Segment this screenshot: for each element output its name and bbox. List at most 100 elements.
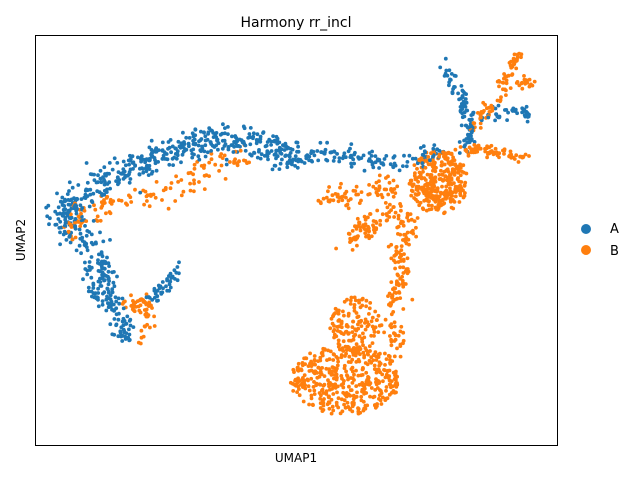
- scatter-point-b: [374, 358, 379, 362]
- scatter-point-a: [162, 157, 167, 161]
- scatter-point-b: [388, 362, 393, 366]
- scatter-point-b: [377, 323, 382, 328]
- scatter-point-b: [362, 389, 366, 394]
- scatter-point-b: [409, 193, 414, 198]
- scatter-point-a: [448, 77, 452, 82]
- scatter-point-b: [416, 179, 420, 184]
- scatter-point-a: [107, 279, 111, 283]
- scatter-point-b: [393, 210, 398, 215]
- scatter-point-a: [332, 149, 336, 154]
- scatter-point-a: [96, 173, 100, 178]
- scatter-point-b: [352, 303, 357, 307]
- scatter-point-a: [67, 180, 72, 185]
- scatter-point-a: [165, 288, 170, 293]
- scatter-point-b: [356, 411, 361, 416]
- scatter-point-b: [367, 192, 372, 196]
- scatter-point-a: [120, 339, 125, 343]
- scatter-point-a: [522, 113, 527, 117]
- scatter-point-b: [345, 373, 349, 378]
- scatter-point-a: [105, 171, 110, 176]
- scatter-point-a: [401, 164, 405, 169]
- scatter-point-b: [487, 106, 491, 110]
- scatter-point-a: [82, 240, 87, 245]
- scatter-point-b: [389, 385, 393, 390]
- scatter-point-b: [372, 394, 377, 399]
- scatter-point-a: [190, 155, 195, 160]
- scatter-point-b: [344, 348, 349, 352]
- scatter-point-b: [442, 201, 447, 206]
- scatter-point-b: [471, 150, 476, 155]
- scatter-point-b: [515, 80, 520, 84]
- scatter-point-a: [96, 291, 101, 295]
- scatter-point-b: [346, 206, 351, 211]
- scatter-point-a: [493, 118, 497, 123]
- scatter-point-b: [378, 223, 383, 227]
- scatter-point-a: [111, 280, 116, 285]
- scatter-point-a: [178, 145, 183, 150]
- scatter-point-b: [209, 151, 214, 156]
- scatter-point-b: [336, 396, 341, 401]
- scatter-point-b: [364, 298, 369, 303]
- scatter-point-a: [105, 187, 109, 192]
- scatter-point-b: [147, 300, 152, 305]
- scatter-point-b: [326, 378, 330, 383]
- scatter-point-a: [258, 134, 263, 139]
- scatter-point-b: [84, 219, 89, 224]
- scatter-point-a: [282, 148, 287, 152]
- scatter-point-b: [367, 229, 371, 234]
- scatter-point-b: [186, 171, 191, 176]
- scatter-point-b: [396, 333, 401, 338]
- scatter-point-b: [396, 213, 401, 218]
- scatter-point-a: [46, 203, 51, 208]
- scatter-point-b: [220, 156, 225, 161]
- scatter-point-a: [138, 190, 143, 195]
- scatter-point-b: [385, 374, 389, 379]
- scatter-point-a: [130, 154, 135, 159]
- scatter-point-a: [369, 154, 374, 158]
- scatter-point-b: [393, 191, 398, 196]
- scatter-point-a: [102, 290, 107, 295]
- scatter-point-a: [223, 126, 227, 130]
- scatter-point-b: [223, 177, 228, 181]
- scatter-point-a: [393, 163, 398, 168]
- scatter-point-b: [117, 198, 121, 203]
- scatter-point-b: [144, 302, 149, 307]
- scatter-point-a: [352, 161, 356, 166]
- scatter-point-b: [454, 190, 458, 195]
- scatter-point-b: [342, 398, 347, 403]
- scatter-point-a: [92, 178, 97, 183]
- scatter-point-b: [491, 152, 496, 157]
- scatter-point-b: [348, 388, 353, 393]
- scatter-point-b: [396, 232, 400, 236]
- scatter-point-a: [118, 329, 123, 334]
- scatter-point-b: [356, 192, 360, 197]
- scatter-point-b: [102, 201, 107, 205]
- scatter-point-b: [387, 392, 392, 397]
- scatter-point-b: [509, 59, 513, 64]
- scatter-point-b: [360, 381, 365, 385]
- scatter-point-a: [208, 140, 213, 145]
- scatter-point-a: [255, 132, 260, 137]
- scatter-point-b: [504, 93, 508, 97]
- scatter-point-a: [98, 230, 102, 235]
- scatter-point-a: [78, 203, 83, 208]
- scatter-point-a: [91, 286, 96, 290]
- scatter-point-b: [518, 154, 522, 159]
- scatter-point-b: [309, 376, 314, 381]
- scatter-point-a: [267, 151, 271, 156]
- scatter-point-b: [327, 406, 332, 411]
- scatter-point-b: [66, 229, 71, 234]
- scatter-point-b: [402, 232, 406, 237]
- scatter-point-a: [168, 279, 173, 284]
- scatter-point-b: [421, 169, 425, 174]
- scatter-point-b: [414, 187, 419, 192]
- scatter-point-b: [132, 301, 136, 306]
- scatter-point-b: [318, 396, 323, 401]
- scatter-point-a: [435, 147, 439, 152]
- scatter-point-b: [238, 148, 243, 153]
- scatter-point-b: [353, 327, 357, 332]
- scatter-point-b: [362, 386, 367, 391]
- scatter-point-b: [463, 148, 468, 153]
- scatter-point-a: [97, 190, 102, 195]
- scatter-point-b: [453, 147, 458, 152]
